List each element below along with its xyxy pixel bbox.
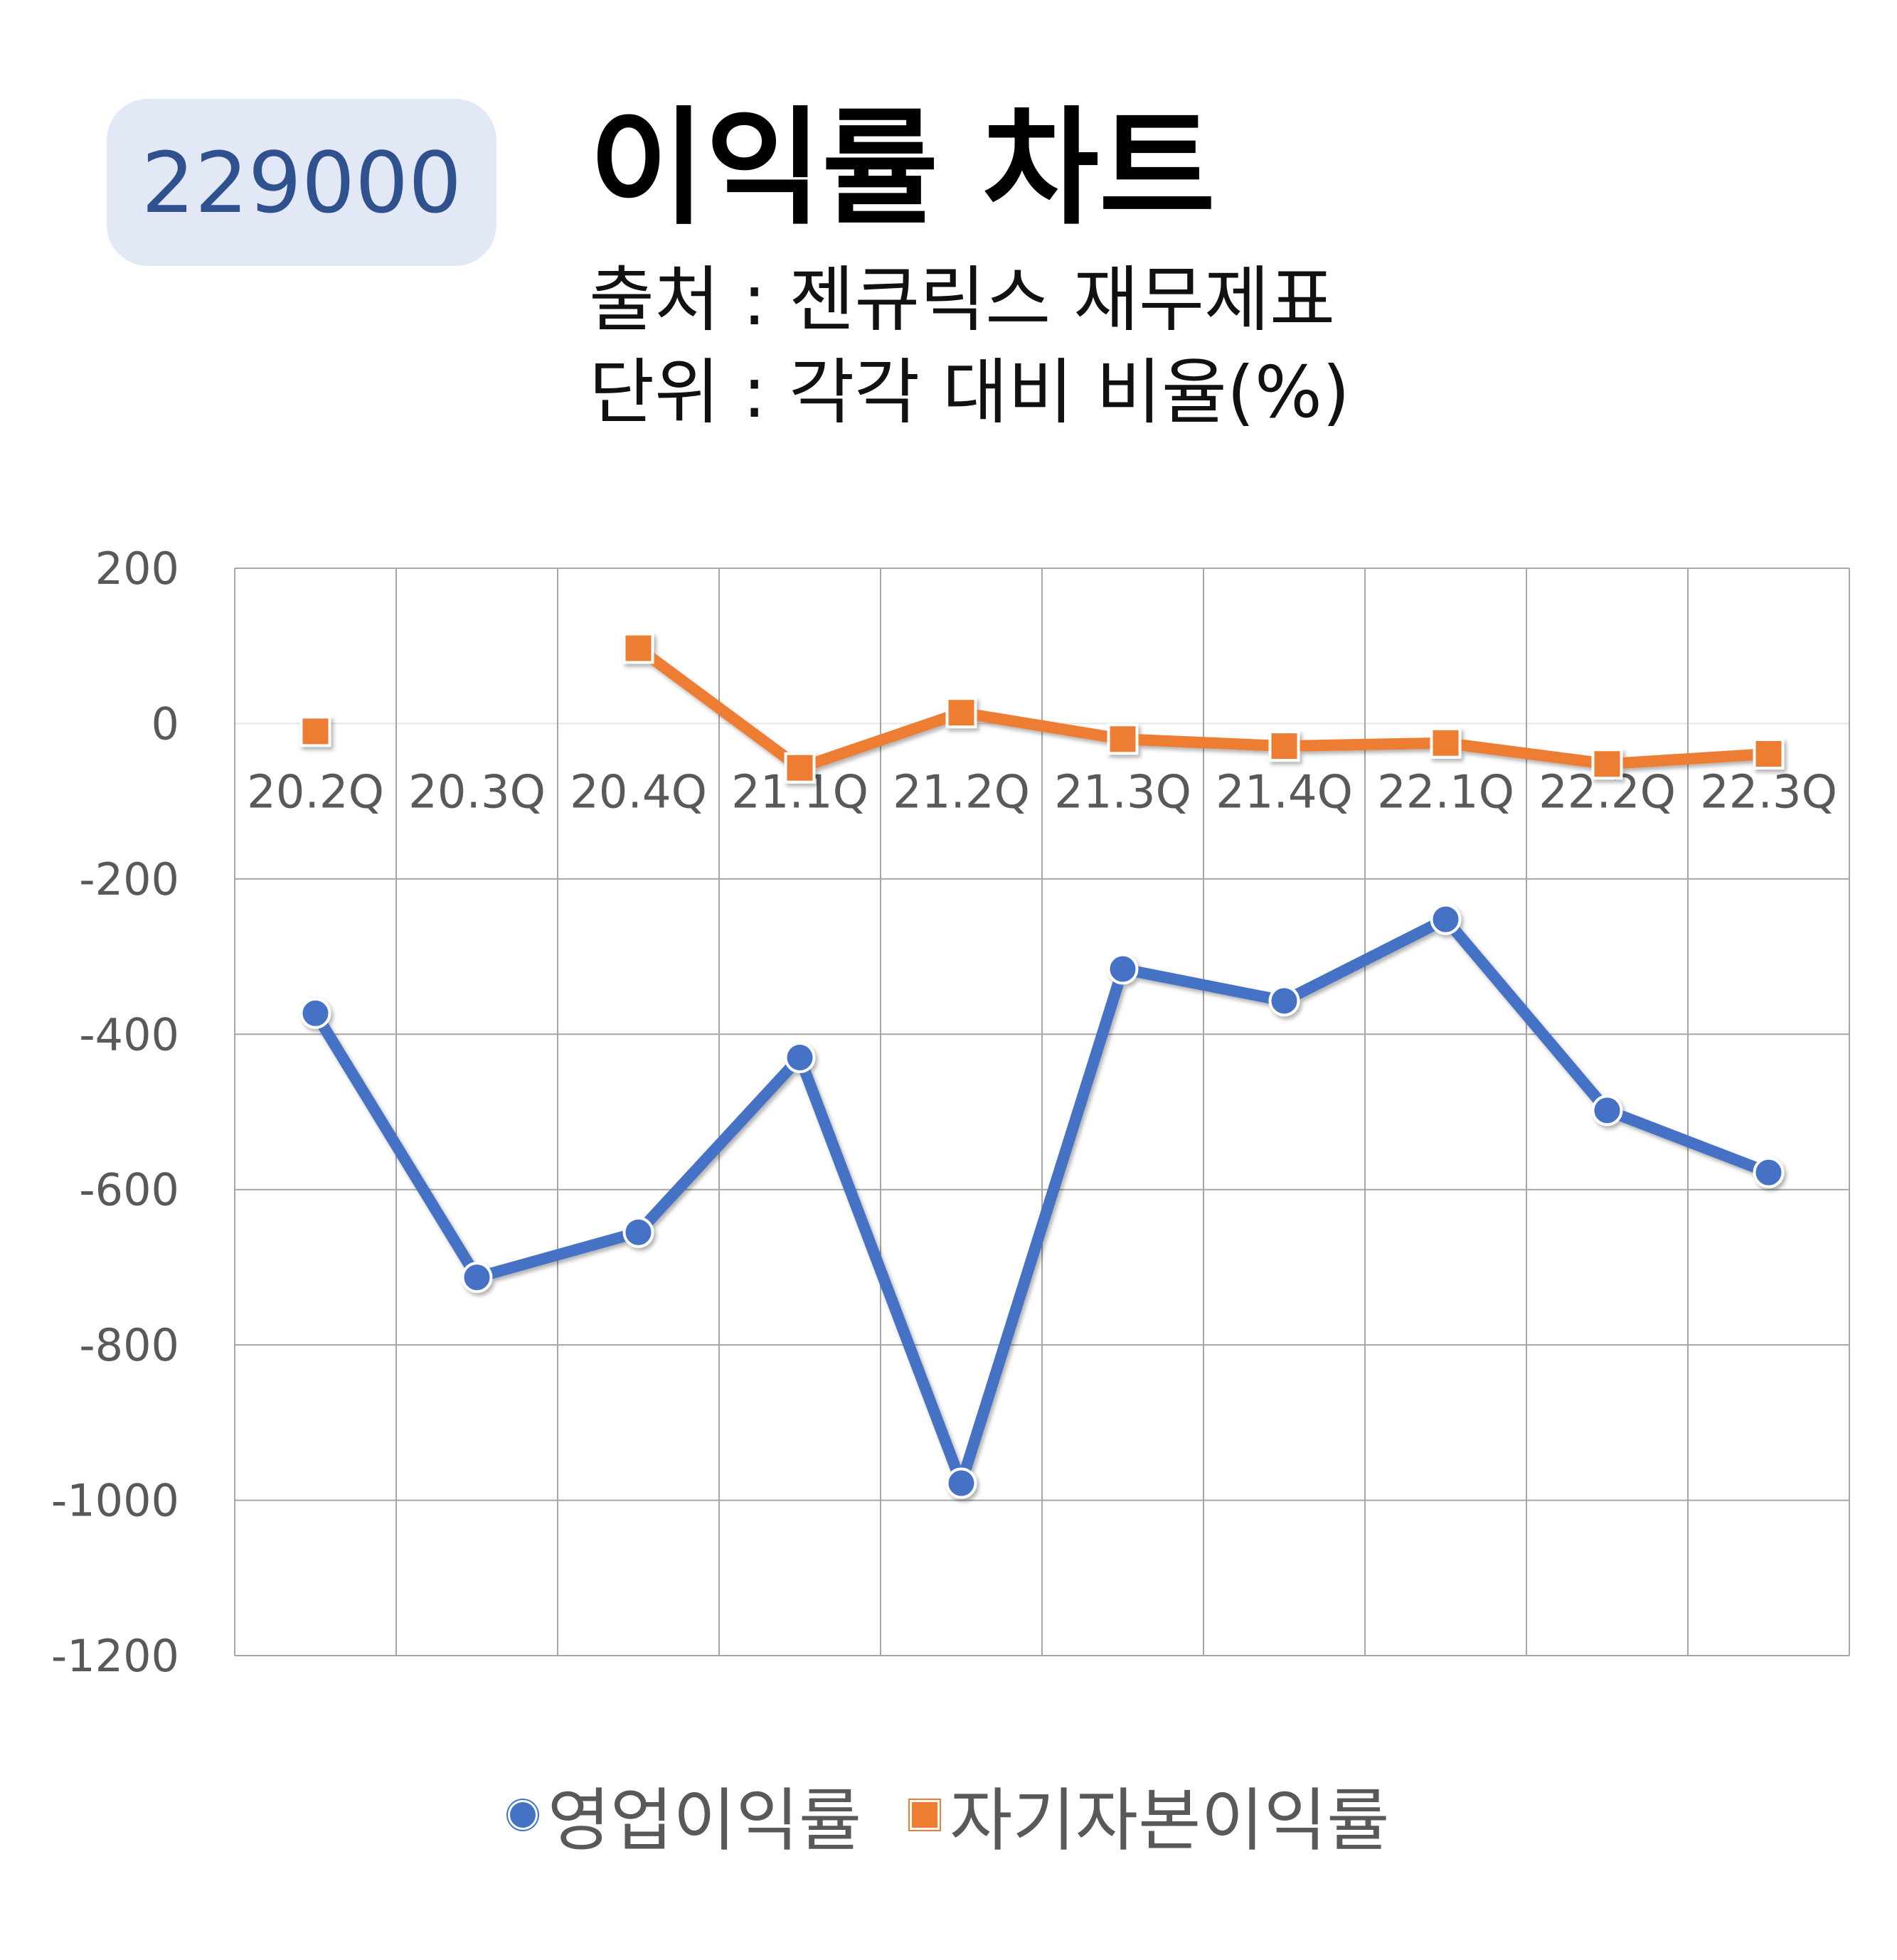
ticker-code: 229000	[141, 133, 462, 232]
x-tick-label: 20.4Q	[570, 766, 707, 819]
data-point	[1107, 723, 1139, 755]
y-tick-label: -1000	[51, 1475, 179, 1527]
x-tick-label: 22.1Q	[1377, 766, 1514, 819]
y-axis: 200 0 -200 -400 -600 -800 -1000 -1200	[51, 543, 179, 1682]
data-point	[1430, 903, 1462, 935]
data-point	[1268, 730, 1300, 762]
legend-item-roe: 자기자본이익률	[910, 1765, 1389, 1864]
x-tick-label: 20.2Q	[247, 766, 384, 819]
series-line	[309, 913, 1775, 1489]
data-point	[461, 1262, 493, 1294]
data-point	[1268, 985, 1300, 1017]
legend-label-operating: 영업이익률	[547, 1781, 862, 1860]
series-line	[632, 642, 1775, 774]
y-tick-label: 200	[95, 543, 179, 595]
x-axis: 20.2Q 20.3Q 20.4Q 21.1Q 21.2Q 21.3Q 21.4Q 22.1Q…	[247, 766, 1837, 819]
data-point	[784, 752, 816, 784]
y-tick-label: -200	[79, 853, 179, 905]
y-tick-label: -400	[79, 1008, 179, 1060]
data-point	[299, 715, 331, 747]
data-point	[1591, 748, 1623, 780]
data-point	[1430, 727, 1462, 759]
legend-circle-marker	[507, 1799, 538, 1830]
data-point	[1753, 738, 1785, 770]
y-tick-label: -1200	[51, 1630, 179, 1682]
y-tick-label: 0	[152, 698, 179, 750]
legend-label-roe: 자기자본이익률	[950, 1781, 1390, 1860]
y-tick-label: -800	[79, 1319, 179, 1371]
data-point	[299, 997, 331, 1029]
data-point	[1591, 1094, 1623, 1127]
data-point	[1753, 1156, 1785, 1188]
x-tick-label: 21.4Q	[1216, 766, 1353, 819]
legend-item-operating: 영업이익률	[507, 1765, 862, 1864]
data-point	[622, 632, 654, 664]
unit-label: 단위 : 각각 대비 비율(%)	[589, 351, 1350, 434]
data-point	[1107, 953, 1139, 985]
data-point	[945, 697, 977, 729]
data-point	[622, 1216, 654, 1248]
x-tick-label: 21.2Q	[893, 766, 1030, 819]
source-label: 출처 : 젠큐릭스 재무제표	[589, 258, 1336, 341]
series-operating-margin	[299, 903, 1785, 1499]
legend: 영업이익률 자기자본이익률	[0, 1765, 1897, 1864]
chart-title: 이익률 차트	[589, 95, 1216, 242]
x-tick-label: 20.3Q	[408, 766, 546, 819]
series-roe	[299, 632, 1785, 784]
x-tick-label: 21.3Q	[1054, 766, 1191, 819]
legend-square-marker	[910, 1799, 940, 1830]
series-group	[299, 632, 1785, 1499]
ticker-badge: 229000	[107, 99, 496, 266]
data-point	[784, 1042, 816, 1074]
x-tick-label: 22.3Q	[1700, 766, 1837, 819]
y-tick-label: -600	[79, 1164, 179, 1216]
data-point	[945, 1467, 977, 1499]
